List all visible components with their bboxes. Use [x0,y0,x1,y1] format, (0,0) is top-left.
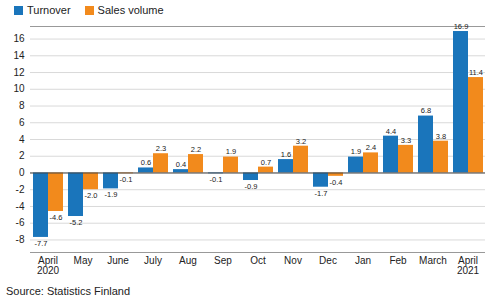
svg-text:June: June [107,255,129,266]
svg-text:-0.1: -0.1 [120,175,133,184]
svg-text:April2020: April2020 [37,255,60,276]
svg-text:-6: -6 [16,217,25,228]
html-text:Sales volume: Sales volume [97,4,164,16]
svg-text:16.9: 16.9 [454,22,469,31]
svg-text:-5.2: -5.2 [70,218,83,227]
svg-text:2: 2 [19,150,25,161]
svg-text:-0.9: -0.9 [245,182,258,191]
svg-text:3.2: 3.2 [296,137,306,146]
svg-text:3.3: 3.3 [401,136,411,145]
svg-text:14: 14 [13,50,25,61]
svg-text:-0.1: -0.1 [210,175,223,184]
svg-text:0.6: 0.6 [141,158,151,167]
svg-text:1.9: 1.9 [226,147,236,156]
svg-text:12: 12 [13,67,25,78]
html-text:Source: Statistics Finland: Source: Statistics Finland [6,285,131,297]
svg-text:-1.9: -1.9 [105,190,118,199]
html-text:Turnover: Turnover [27,4,71,16]
svg-text:March: March [419,255,447,266]
svg-text:Dec: Dec [319,255,337,266]
svg-text:10: 10 [13,83,25,94]
svg-text:4: 4 [19,134,25,145]
svg-text:Oct: Oct [250,255,266,266]
svg-text:4.4: 4.4 [386,127,396,136]
svg-text:-2: -2 [16,184,25,195]
svg-text:-2.0: -2.0 [85,191,98,200]
svg-text:-4: -4 [16,201,25,212]
svg-text:2.3: 2.3 [156,144,166,153]
svg-text:-8: -8 [16,234,25,245]
svg-text:16: 16 [13,33,25,44]
svg-text:0.4: 0.4 [176,160,186,169]
svg-text:-4.6: -4.6 [50,213,63,222]
svg-text:2.4: 2.4 [366,143,376,152]
svg-text:April2021: April2021 [457,255,480,276]
svg-text:0: 0 [19,167,25,178]
svg-text:May: May [74,255,93,266]
svg-text:1.9: 1.9 [351,147,361,156]
svg-text:6.8: 6.8 [421,106,431,115]
svg-text:Feb: Feb [389,255,407,266]
svg-text:-7.7: -7.7 [35,239,48,248]
svg-text:-1.7: -1.7 [315,189,328,198]
svg-text:July: July [144,255,162,266]
svg-text:Aug: Aug [179,255,197,266]
svg-text:6: 6 [19,117,25,128]
svg-text:0.7: 0.7 [261,158,271,167]
svg-text:11.4: 11.4 [469,68,483,77]
svg-text:1.6: 1.6 [281,150,291,159]
svg-text:3.8: 3.8 [436,132,446,141]
svg-text:8: 8 [19,100,25,111]
svg-text:Sep: Sep [214,255,232,266]
svg-text:2.2: 2.2 [191,145,201,154]
svg-text:Jan: Jan [355,255,371,266]
svg-text:-0.4: -0.4 [330,178,343,187]
svg-text:Nov: Nov [284,255,302,266]
